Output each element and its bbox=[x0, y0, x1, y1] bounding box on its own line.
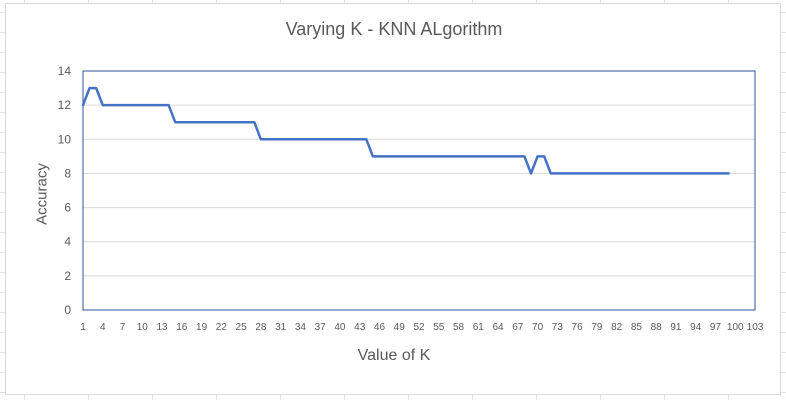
y-tick-label: 6 bbox=[64, 201, 71, 215]
series-line[interactable] bbox=[81, 86, 730, 175]
x-tick-label: 97 bbox=[710, 322, 722, 333]
y-tick-label: 14 bbox=[58, 64, 72, 78]
y-tick-label: 2 bbox=[64, 269, 71, 283]
x-tick-label: 91 bbox=[670, 322, 682, 333]
x-tick-label: 22 bbox=[216, 322, 228, 333]
x-tick-label: 52 bbox=[413, 322, 425, 333]
x-tick-label: 76 bbox=[572, 322, 584, 333]
x-tick-label: 28 bbox=[255, 322, 267, 333]
x-tick-label: 85 bbox=[631, 322, 643, 333]
x-tick-label: 55 bbox=[433, 322, 445, 333]
x-tick-label: 103 bbox=[747, 322, 764, 333]
x-tick-label: 70 bbox=[532, 322, 544, 333]
y-tick-label: 12 bbox=[58, 98, 72, 112]
x-tick-label: 19 bbox=[196, 322, 208, 333]
x-tick-label: 61 bbox=[473, 322, 485, 333]
x-tick-label: 4 bbox=[100, 322, 106, 333]
y-tick-label: 10 bbox=[58, 132, 72, 146]
x-axis-title[interactable]: Value of K bbox=[357, 347, 431, 364]
y-tick-label: 0 bbox=[64, 303, 71, 317]
x-tick-label: 58 bbox=[453, 322, 465, 333]
x-tick-label: 40 bbox=[334, 322, 346, 333]
x-tick-label: 94 bbox=[690, 322, 702, 333]
x-tick-label: 73 bbox=[552, 322, 564, 333]
x-tick-label: 64 bbox=[492, 322, 504, 333]
series-group bbox=[81, 86, 730, 175]
x-tick-label: 46 bbox=[374, 322, 386, 333]
x-tick-label: 34 bbox=[295, 322, 307, 333]
x-tick-label: 13 bbox=[156, 322, 168, 333]
x-tick-label: 37 bbox=[315, 322, 327, 333]
x-tick-label: 31 bbox=[275, 322, 287, 333]
x-tick-label: 43 bbox=[354, 322, 366, 333]
gridlines bbox=[83, 104, 755, 277]
chart-area[interactable]: Varying K - KNN ALgorithm Accuracy Value… bbox=[5, 3, 781, 395]
y-tick-label: 4 bbox=[64, 235, 71, 249]
x-tick-label: 67 bbox=[512, 322, 524, 333]
x-tick-label: 7 bbox=[120, 322, 126, 333]
x-tick-label: 10 bbox=[137, 322, 149, 333]
plot-area-border bbox=[82, 70, 756, 311]
x-tick-label: 1 bbox=[80, 322, 86, 333]
y-tick-label: 8 bbox=[64, 166, 71, 180]
x-tick-label: 79 bbox=[591, 322, 603, 333]
x-tick-labels: 1 4 7 10 13 16 19 22 25 28 31 34 37 40 43 46 49 52 55 58 61 6… bbox=[80, 322, 764, 333]
x-tick-label: 100 bbox=[727, 322, 744, 333]
x-tick-label: 25 bbox=[236, 322, 248, 333]
chart-title[interactable]: Varying K - KNN ALgorithm bbox=[285, 19, 503, 39]
x-tick-label: 82 bbox=[611, 322, 623, 333]
x-tick-label: 88 bbox=[651, 322, 663, 333]
y-tick-labels: 0 2 4 6 8 10 12 14 bbox=[58, 64, 72, 317]
x-tick-label: 16 bbox=[176, 322, 188, 333]
x-tick-label: 49 bbox=[394, 322, 406, 333]
